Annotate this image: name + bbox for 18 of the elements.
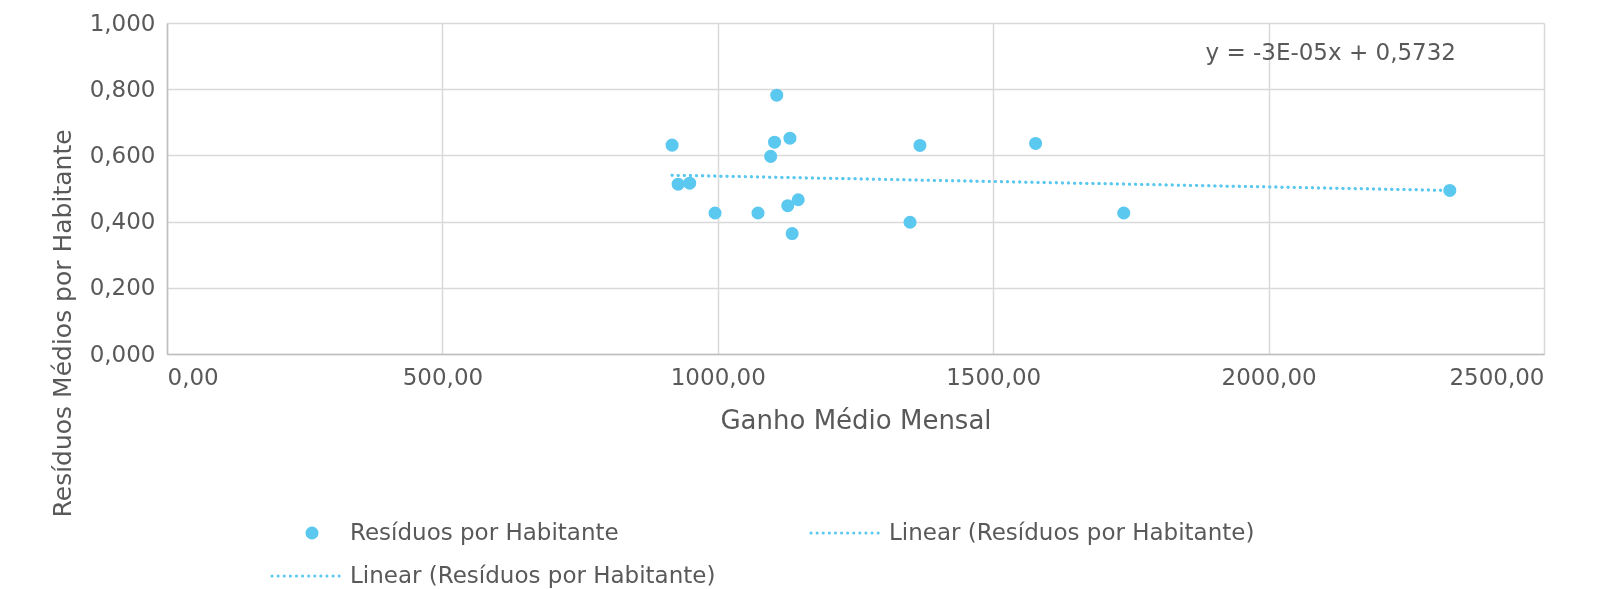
x-tick-label: 0,00 — [167, 363, 219, 390]
legend-label: Resíduos por Habitante — [350, 519, 619, 545]
y-tick-label: 0,400 — [89, 208, 156, 235]
x-tick-label: 1000,00 — [670, 363, 766, 390]
annotation: y = -3E-05x + 0,5732 — [1205, 39, 1456, 65]
y-tick-label: 0,200 — [89, 274, 156, 301]
x-axis-title: Ganho Médio Mensal — [720, 404, 992, 435]
y-tick-label: 1,000 — [89, 9, 156, 36]
x-tick-label: 2500,00 — [1449, 363, 1545, 390]
y-tick-label: 0,600 — [89, 141, 156, 168]
x-tick-label: 500,00 — [402, 363, 484, 390]
legend-label: Linear (Resíduos por Habitante) — [889, 519, 1255, 545]
x-tick-label: 1500,00 — [946, 363, 1042, 390]
y-tick-label: 0,800 — [89, 75, 156, 102]
x-tick-label: 2000,00 — [1221, 363, 1317, 390]
y-axis-title: Resíduos Médios por Habitante — [47, 129, 77, 518]
legend-label: Linear (Resíduos por Habitante) — [350, 562, 716, 588]
y-tick-label: 0,000 — [89, 340, 156, 367]
